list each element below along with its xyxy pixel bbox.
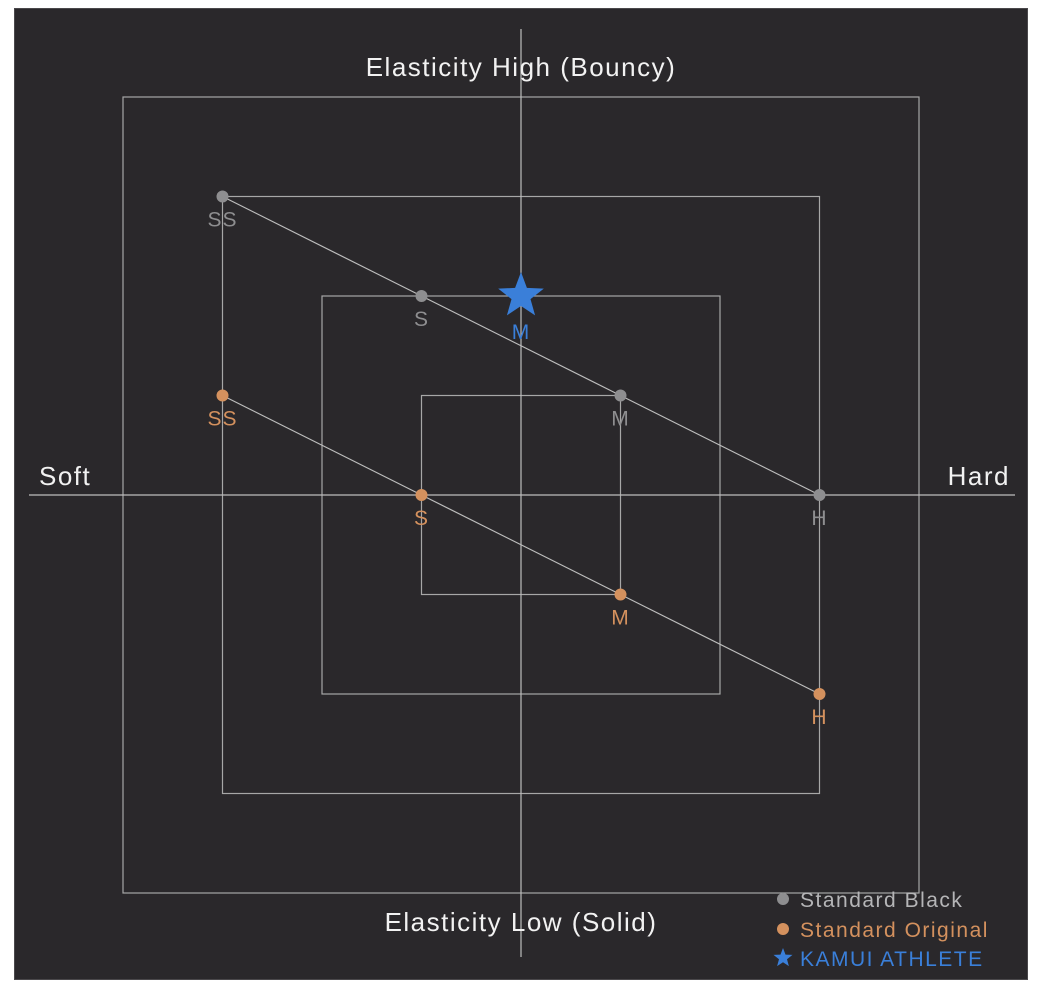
series-line-1 [222, 394, 820, 695]
point-standard-original-m [614, 588, 627, 601]
point-label-standard-black-m: M [611, 408, 630, 431]
point-standard-original-h [813, 688, 826, 700]
axis-layer [29, 29, 1015, 957]
legend: Standard Black Standard Original KAMUI A… [773, 889, 989, 971]
point-kamui-athlete-m-star [498, 272, 544, 316]
chart-panel: Elasticity High (Bouncy) Elasticity Low … [14, 8, 1028, 980]
left-axis-label: Soft [39, 461, 91, 491]
point-standard-original-ss [216, 389, 229, 402]
point-standard-black-s [415, 290, 428, 302]
series-line-0 [222, 195, 820, 496]
point-standard-black-m [614, 389, 627, 402]
series-lines [222, 195, 820, 695]
top-axis-label: Elasticity High (Bouncy) [366, 52, 677, 82]
point-standard-black-ss [216, 190, 229, 203]
legend-marker-kamui-athlete [773, 948, 793, 967]
legend-marker-standard-original [777, 923, 789, 935]
positioning-chart: Elasticity High (Bouncy) Elasticity Low … [29, 29, 1015, 971]
point-label-standard-black-s: S [414, 308, 429, 331]
point-label-standard-black-ss: SS [207, 209, 237, 232]
point-label-standard-black-h: H [811, 507, 827, 530]
point-standard-original-s [415, 489, 428, 501]
legend-label-standard-original: Standard Original [800, 919, 989, 942]
legend-marker-standard-black [777, 893, 789, 905]
point-label-standard-original-ss: SS [207, 408, 237, 431]
point-label-kamui-athlete-m: M [512, 321, 531, 344]
point-label-standard-original-m: M [611, 607, 630, 630]
bottom-axis-label: Elasticity Low (Solid) [385, 907, 658, 937]
legend-label-kamui-athlete: KAMUI ATHLETE [800, 948, 984, 971]
right-axis-label: Hard [948, 461, 1010, 491]
point-label-standard-original-h: H [811, 706, 827, 729]
point-standard-black-h [813, 489, 826, 501]
point-label-standard-original-s: S [414, 507, 429, 530]
legend-label-standard-black: Standard Black [800, 889, 963, 912]
